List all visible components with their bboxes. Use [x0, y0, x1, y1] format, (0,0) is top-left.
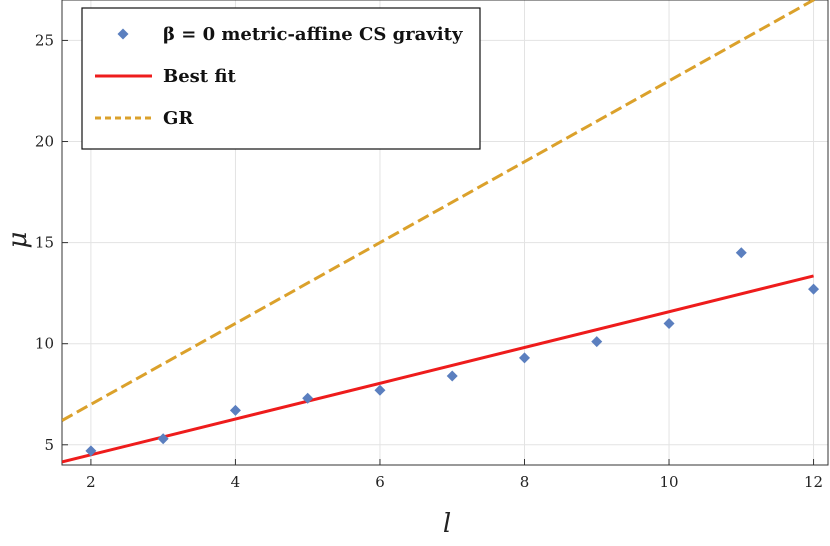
data-point-1 — [157, 433, 169, 445]
data-point-0 — [85, 445, 97, 457]
y-tick-label-3: 20 — [35, 133, 54, 151]
y-axis-label: μ — [3, 232, 33, 249]
x-tick-label-0: 2 — [86, 473, 96, 491]
data-point-3 — [302, 392, 314, 404]
legend-label-1: Best fit — [163, 66, 236, 87]
legend-label-0: β = 0 metric-affine CS gravity — [163, 24, 463, 45]
y-tick-label-1: 10 — [35, 335, 54, 353]
series-line-2 — [62, 0, 817, 422]
x-tick-label-2: 6 — [375, 473, 385, 491]
data-point-8 — [663, 317, 675, 329]
x-axis-label: l — [443, 509, 451, 539]
data-point-9 — [735, 247, 747, 259]
x-tick-label-1: 4 — [231, 473, 241, 491]
y-tick-label-0: 5 — [44, 436, 54, 454]
data-point-4 — [374, 384, 386, 396]
data-point-7 — [591, 336, 603, 348]
x-tick-label-5: 12 — [804, 473, 823, 491]
ticks: 2 4 6 8 10 12 5 10 15 20 25 — [35, 31, 823, 491]
data-point-5 — [446, 370, 458, 382]
data-point-2 — [229, 404, 241, 416]
y-tick-label-2: 15 — [35, 234, 54, 252]
y-tick-label-4: 25 — [35, 31, 54, 49]
legend: β = 0 metric-affine CS gravity Best fit … — [81, 7, 481, 150]
legend-swatch-0 — [117, 28, 129, 40]
series-line-1 — [62, 274, 814, 464]
x-tick-label-3: 8 — [520, 473, 530, 491]
plot-frame — [61, 0, 829, 466]
data-point-6 — [518, 352, 530, 364]
data-point-10 — [808, 283, 820, 295]
legend-label-2: GR — [163, 108, 194, 129]
x-tick-label-4: 10 — [659, 473, 678, 491]
legend-box — [81, 7, 481, 150]
series-layer — [62, 0, 820, 464]
